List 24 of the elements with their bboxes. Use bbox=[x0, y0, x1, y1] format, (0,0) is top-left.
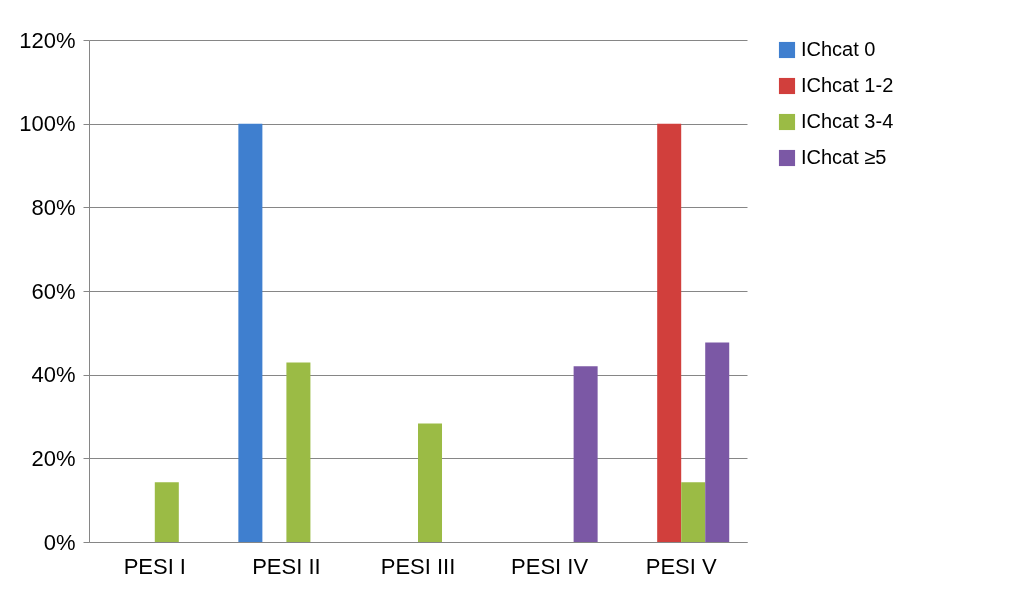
y-tick-label: 20% bbox=[31, 445, 76, 471]
bar bbox=[705, 342, 730, 542]
bar bbox=[418, 423, 443, 542]
y-tick-label: 80% bbox=[31, 194, 76, 220]
bar bbox=[681, 482, 706, 542]
legend-label: IChcat 3-4 bbox=[801, 110, 894, 132]
x-tick-label: PESI I bbox=[123, 553, 186, 579]
y-tick-label: 0% bbox=[43, 529, 76, 555]
legend-label: IChcat 0 bbox=[801, 38, 876, 60]
bar bbox=[238, 123, 263, 542]
legend-label: IChcat ≥5 bbox=[801, 146, 887, 168]
y-tick-label: 40% bbox=[31, 362, 76, 388]
x-tick-label: PESI II bbox=[252, 553, 321, 579]
bar bbox=[154, 482, 179, 542]
bar bbox=[286, 362, 311, 542]
x-tick-label: PESI V bbox=[645, 553, 717, 579]
y-tick-label: 60% bbox=[31, 278, 76, 304]
y-tick-label: 120% bbox=[19, 27, 76, 53]
legend-label: IChcat 1-2 bbox=[801, 74, 894, 96]
bar bbox=[573, 366, 598, 542]
x-tick-label: PESI IV bbox=[511, 553, 589, 579]
y-tick-label: 100% bbox=[19, 111, 76, 137]
bar bbox=[657, 123, 682, 542]
x-tick-label: PESI III bbox=[380, 553, 456, 579]
